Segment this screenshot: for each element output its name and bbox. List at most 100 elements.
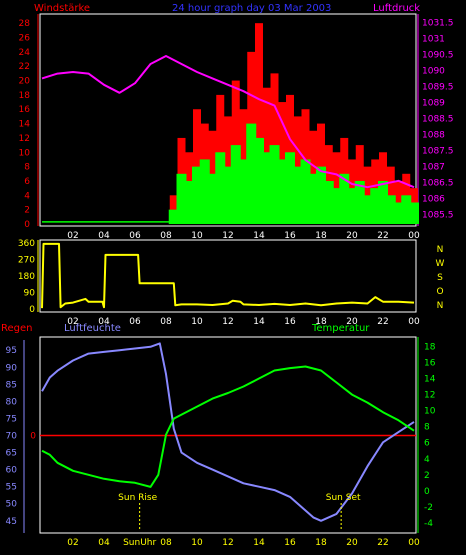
windstaerke-label: Windstärke (34, 3, 90, 14)
pressure-y-tick-label: 1086 (422, 194, 445, 204)
temperature-y-tick-label: 16 (424, 358, 436, 368)
x-tick-label: 16 (284, 317, 296, 327)
wind-avg-bar (223, 166, 233, 224)
x-tick-label: 18 (315, 538, 327, 548)
wind-y-tick-label: 12 (19, 134, 30, 144)
temperatur-label: Temperatur (311, 323, 370, 334)
x-tick-label: 02 (67, 317, 78, 327)
wind-y-tick-label: 18 (19, 91, 31, 101)
x-tick-label: 22 (377, 317, 388, 327)
sunset-label: Sun Set (326, 493, 361, 503)
x-tick-label: 10 (191, 231, 203, 241)
wind-y-tick-label: 26 (19, 34, 31, 44)
x-tick-label: 12 (222, 231, 233, 241)
x-tick-label: 02 (67, 231, 78, 241)
wind-avg-bar (215, 152, 226, 224)
wind-avg-bar (207, 173, 218, 224)
wind-y-tick-label: 24 (19, 48, 31, 58)
pressure-y-tick-label: 1088 (422, 130, 445, 140)
pressure-y-tick-label: 1089 (422, 98, 445, 108)
rain-y-tick-label: 0 (30, 432, 36, 442)
temperature-y-tick-label: 8 (424, 423, 430, 433)
direction-line (41, 242, 415, 309)
wind-avg-bar (316, 166, 326, 224)
tick-labels-layer: 02468101214161820222426281085.510861086.… (6, 18, 454, 548)
luftdruck-label: Luftdruck (373, 3, 420, 14)
x-tick-label: 18 (315, 317, 327, 327)
wind-avg-bar (192, 166, 202, 224)
x-tick-label: 22 (377, 538, 388, 548)
climate-lines-layer (40, 342, 416, 531)
luftfeuchte-label: Luftfeuchte (64, 323, 121, 334)
humidity-y-tick-label: 65 (6, 449, 17, 459)
pressure-y-tick-label: 1086.5 (422, 178, 454, 188)
x-tick-label: 04 (98, 538, 110, 548)
humidity-y-tick-label: 60 (6, 466, 18, 476)
wind-y-tick-label: 8 (24, 163, 30, 173)
x-tick-label: 04 (98, 317, 110, 327)
wind-avg-bar (362, 195, 373, 224)
x-tick-label: 22 (377, 231, 388, 241)
temperature-y-tick-label: 0 (424, 487, 430, 497)
temperature-y-tick-label: 12 (424, 391, 435, 401)
wind-avg-bar (261, 152, 272, 224)
wind-avg-bar (277, 159, 288, 224)
sunrise-label: Sun Rise (118, 493, 157, 503)
wind-y-tick-label: 6 (24, 177, 30, 187)
wind-panel-frame (39, 13, 417, 227)
wind-y-tick-label: 20 (19, 77, 31, 87)
gust-bar (255, 23, 263, 225)
pressure-y-tick-label: 1089.5 (422, 82, 454, 92)
pressure-y-tick-label: 1090.5 (422, 50, 454, 60)
x-tick-label: 02 (67, 538, 78, 548)
x-tick-label: 12 (222, 538, 233, 548)
compass-label: W (436, 259, 445, 269)
x-tick-label: 16 (284, 538, 296, 548)
wind-avg-bar (168, 209, 179, 224)
x-tick-label: 10 (191, 538, 203, 548)
temperature-line (41, 365, 415, 488)
direction-y-tick-label: 0 (29, 305, 35, 315)
wind-y-tick-label: 14 (19, 120, 31, 130)
temperature-y-tick-label: 4 (424, 455, 430, 465)
temperature-y-tick-label: 18 (424, 342, 436, 352)
x-tick-label: 04 (98, 231, 110, 241)
x-tick-label: 00 (408, 317, 420, 327)
humidity-line (41, 342, 415, 522)
temperature-y-tick-label: -2 (424, 503, 433, 513)
wind-y-tick-label: 28 (19, 19, 31, 29)
x-tick-label: 20 (346, 317, 358, 327)
x-tick-label: 16 (284, 231, 296, 241)
temperature-y-tick-label: -4 (424, 519, 433, 529)
humidity-y-tick-label: 50 (6, 500, 18, 510)
wind-avg-bar (339, 173, 350, 224)
humidity-y-tick-label: 45 (6, 517, 17, 527)
direction-y-tick-label: 90 (24, 289, 36, 299)
x-tick-label: 00 (408, 538, 420, 548)
wind-avg-bar (323, 180, 334, 224)
wind-avg-bar (347, 188, 357, 224)
wind-avg-bar (238, 159, 249, 224)
wind-y-tick-label: 4 (24, 191, 30, 201)
x-tick-label: 18 (315, 231, 327, 241)
wind-avg-bar (393, 202, 404, 224)
wind-avg-bar (300, 159, 311, 224)
wind-avg-bar (385, 195, 396, 224)
regen-label: Regen (1, 323, 33, 334)
pressure-y-tick-label: 1087.5 (422, 146, 454, 156)
wind-avg-bar (285, 152, 295, 224)
humidity-y-tick-label: 95 (6, 346, 17, 356)
x-tick-label: 08 (160, 538, 172, 548)
wind-avg-bar (254, 137, 264, 224)
x-tick-label: 06 (129, 231, 141, 241)
pressure-y-tick-label: 1090 (422, 66, 445, 76)
humidity-y-tick-label: 90 (6, 363, 18, 373)
wind-y-tick-label: 2 (24, 206, 30, 216)
direction-y-tick-label: 270 (18, 256, 35, 266)
wind-avg-bar (370, 188, 381, 224)
x-tick-label: 14 (253, 231, 265, 241)
pressure-y-tick-label: 1085.5 (422, 210, 454, 220)
pressure-y-tick-label: 1031.5 (422, 18, 454, 28)
x-tick-label: 00 (408, 231, 420, 241)
sun-clock-label: SunUhr (123, 538, 156, 548)
